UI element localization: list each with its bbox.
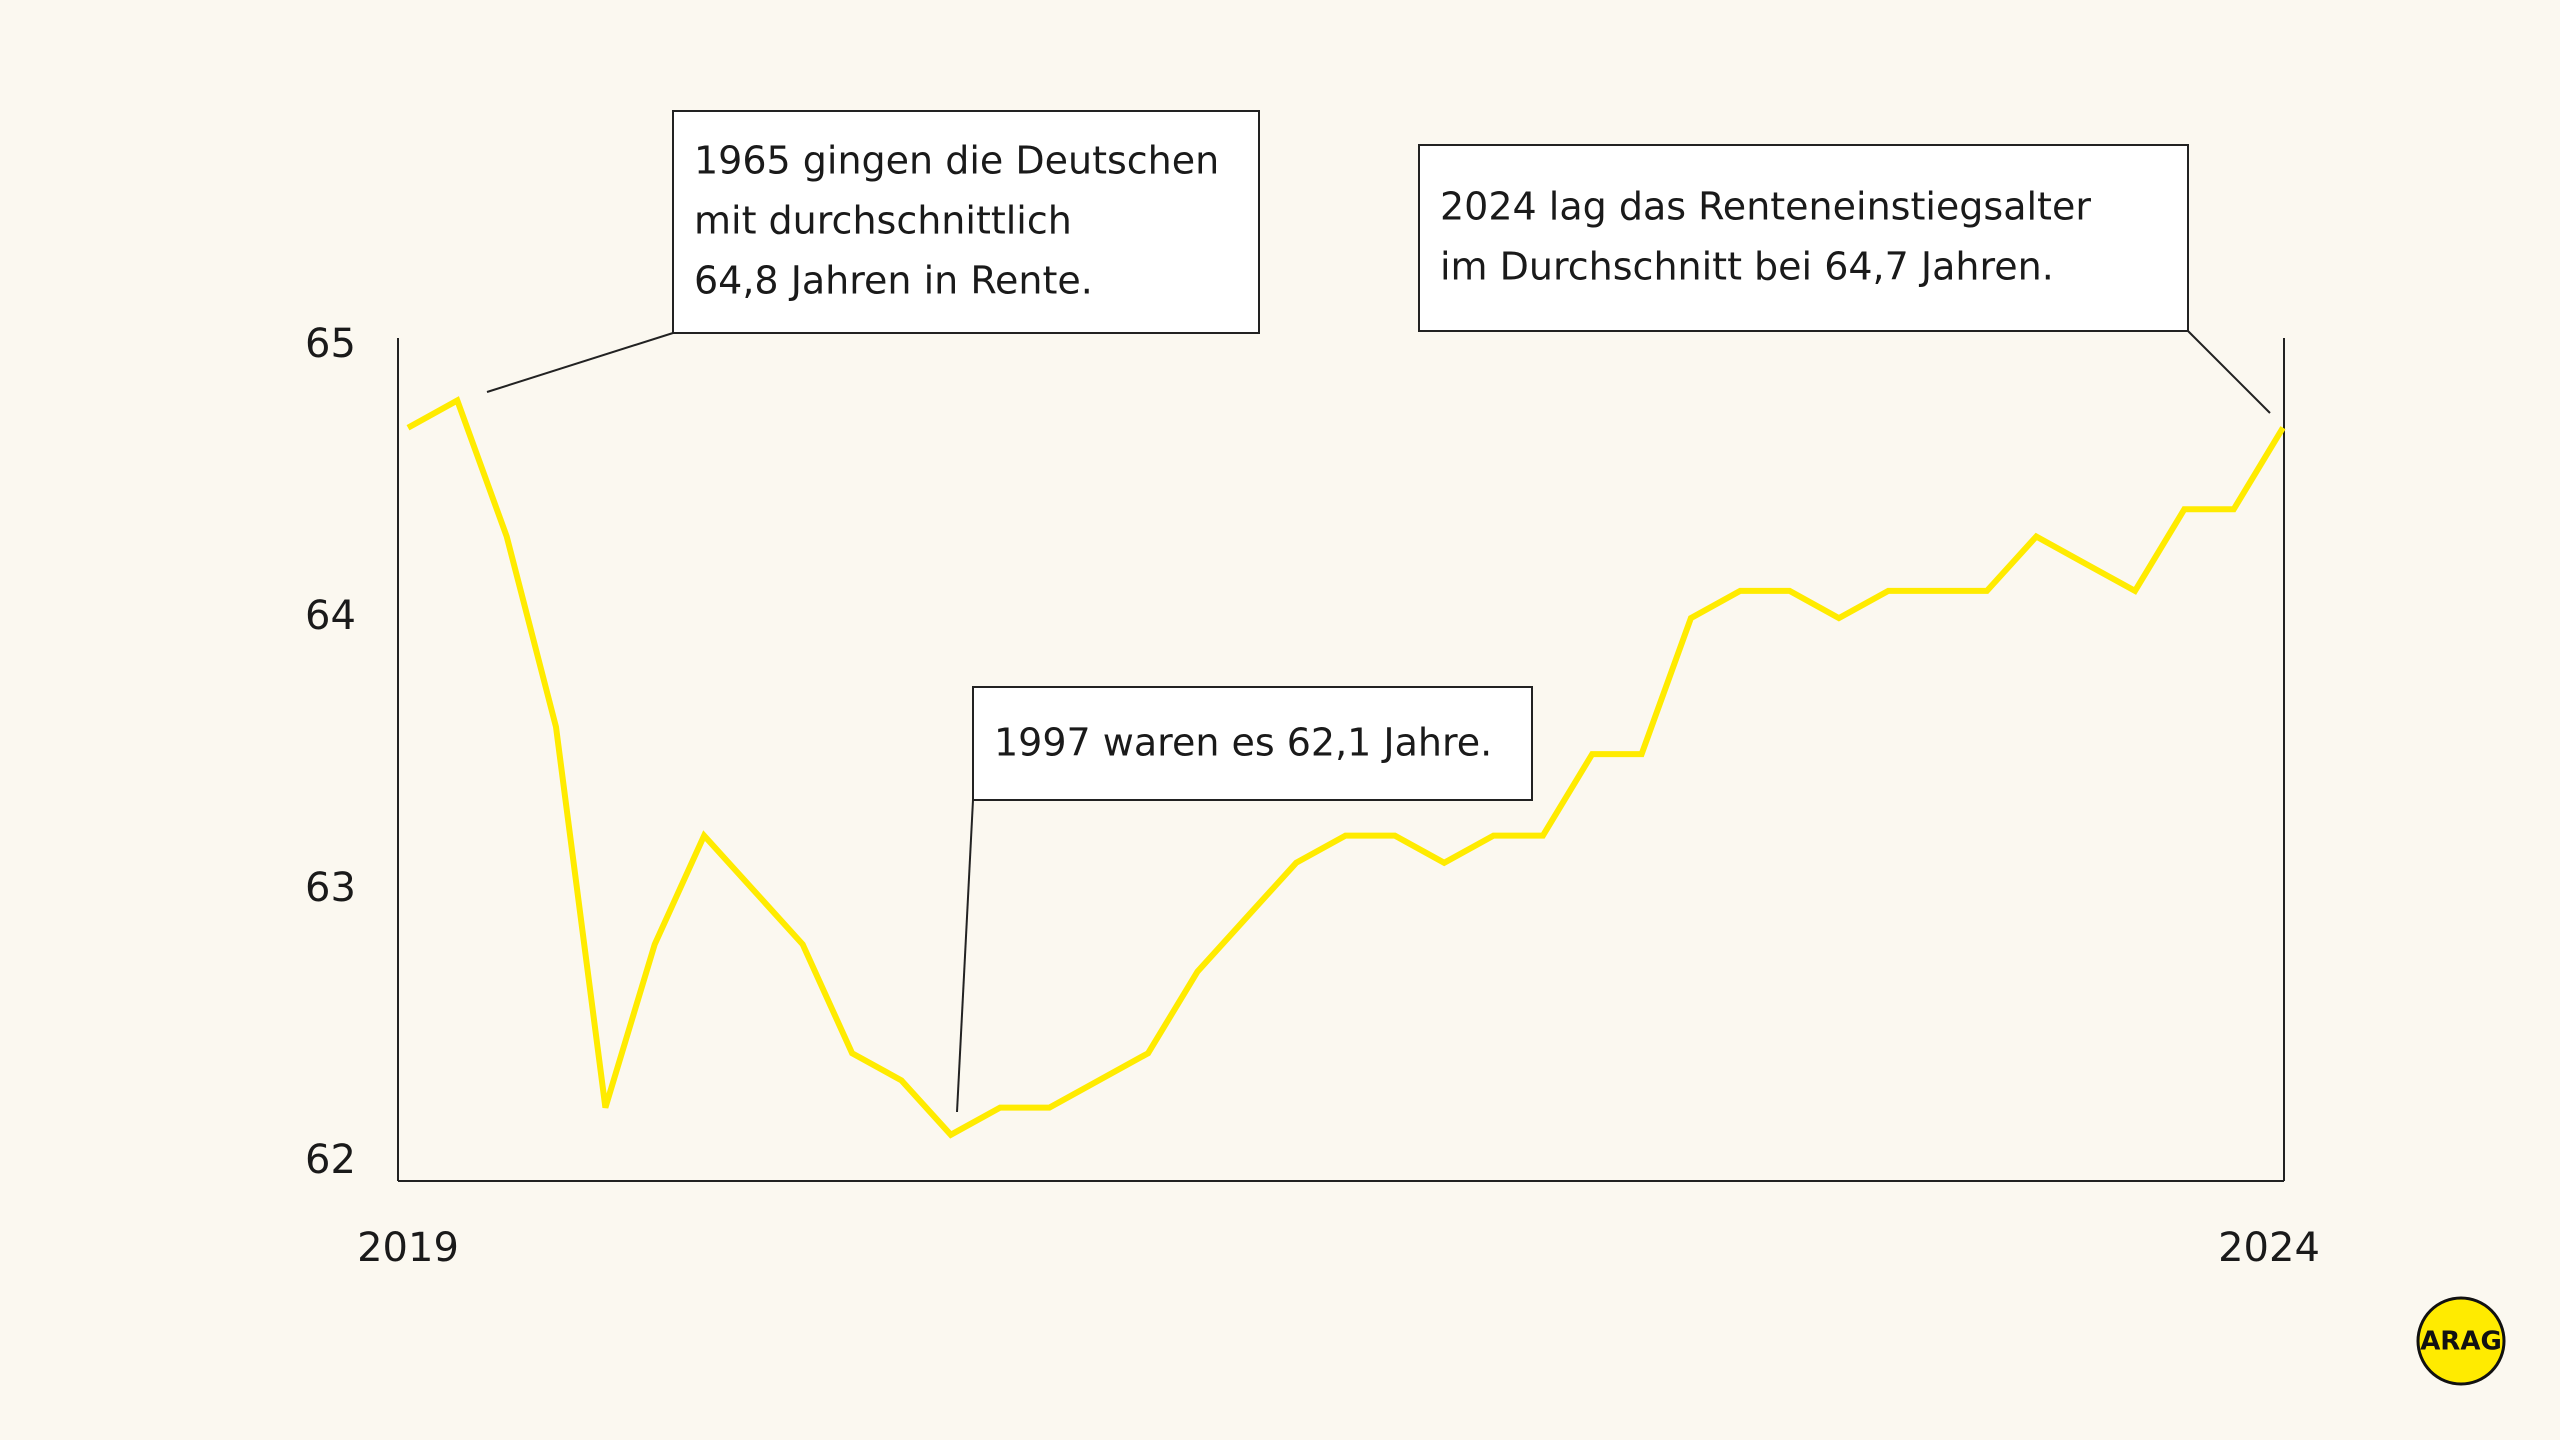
annotation: 2024 lag das Renteneinstiegsalter im Durc… xyxy=(1418,144,2271,414)
annotation-text: 64,8 Jahren in Rente. xyxy=(694,259,1093,303)
annotation-text: 2024 lag das Renteneinstiegsalter xyxy=(1440,185,2091,229)
annotation-box xyxy=(672,110,1260,334)
annotation-box xyxy=(972,686,1533,801)
y-tick-label: 62 xyxy=(305,1137,356,1183)
annotation-box xyxy=(1418,144,2189,332)
annotation-text: im Durchschnitt bei 64,7 Jahren. xyxy=(1440,245,2054,289)
logo-badge xyxy=(2416,1296,2506,1386)
annotation-text: mit durchschnittlich xyxy=(694,199,1072,243)
y-tick-label: 63 xyxy=(305,865,356,911)
annotation-text: 1997 waren es 62,1 Jahre. xyxy=(994,721,1492,765)
data-line xyxy=(406,396,2286,1139)
annotation-leader xyxy=(486,332,674,393)
annotation: 1997 waren es 62,1 Jahre. xyxy=(956,686,1533,1113)
x-tick-label: 2019 xyxy=(357,1225,459,1271)
y-tick-label: 64 xyxy=(305,593,356,639)
annotation: 1965 gingen die Deutschen mit durchschnit… xyxy=(486,110,1260,393)
annotation-leader xyxy=(2187,330,2271,414)
annotation-leader xyxy=(956,799,974,1113)
y-tick-label: 65 xyxy=(305,321,356,367)
x-tick-label: 2024 xyxy=(2218,1225,2320,1271)
annotation-text: 1965 gingen die Deutschen xyxy=(694,139,1219,183)
logo-text: ARAG xyxy=(2420,1327,2502,1357)
logo: ARAG xyxy=(2416,1296,2506,1386)
